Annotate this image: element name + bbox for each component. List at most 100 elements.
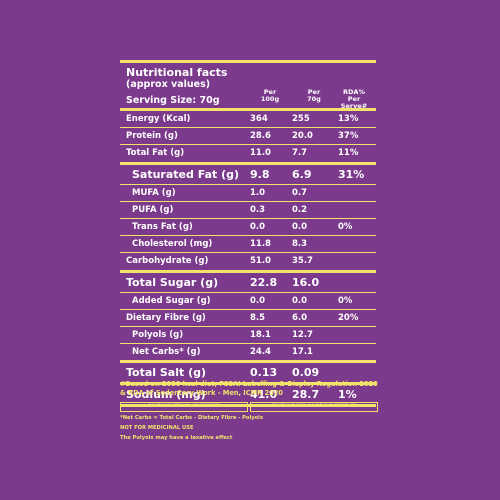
panel-title: Nutritional facts xyxy=(126,66,228,79)
nutrient-label: Total Salt (g) xyxy=(126,366,207,380)
value-rda: 20% xyxy=(338,312,359,323)
nutrient-row: Net Carbs* (g) 24.4 17.1 xyxy=(120,344,376,360)
value-per-100g: 1.0 xyxy=(250,187,266,198)
value-per-100g: 0.0 xyxy=(250,295,266,306)
nutrient-row: PUFA (g) 0.3 0.2 xyxy=(120,202,376,218)
row-divider xyxy=(120,127,376,129)
value-per-70g: 7.7 xyxy=(292,148,308,159)
value-per-70g: 0.7 xyxy=(292,187,308,198)
value-per-70g: 28.7 xyxy=(292,388,320,402)
row-divider xyxy=(120,200,376,202)
panel-subtitle: (approx values) xyxy=(126,79,211,90)
row-divider xyxy=(120,183,376,185)
nutrient-label: Energy (Kcal) xyxy=(126,114,191,125)
value-per-100g: 9.8 xyxy=(250,167,270,181)
col-per-100g: Per 100g xyxy=(250,89,290,103)
stevia-box: CONTAINS STEVIOL GLYCOSIDES xyxy=(120,402,248,412)
value-per-100g: 0.3 xyxy=(250,204,266,215)
serving-size: Serving Size: 70g xyxy=(126,95,220,106)
value-per-100g: 8.5 xyxy=(250,312,266,323)
value-per-70g: 0.2 xyxy=(292,204,308,215)
nutrient-label: MUFA (g) xyxy=(132,187,176,198)
row-divider xyxy=(120,235,376,237)
row-divider xyxy=(120,269,376,273)
col-rda-label: RDA% Per Serve# xyxy=(340,88,368,110)
row-divider xyxy=(120,308,376,310)
row-divider xyxy=(120,343,376,345)
value-rda: 0% xyxy=(338,222,353,233)
value-per-70g: 20.0 xyxy=(292,131,313,142)
value-per-70g: 35.7 xyxy=(292,256,313,267)
row-divider xyxy=(120,382,376,386)
footnote-net-carbs: *Net Carbs = Total Carbs - Dietary Fibre… xyxy=(120,415,264,421)
row-divider xyxy=(120,144,376,146)
sweetener-box: CONTAINS NON CALORIC SWEETENER xyxy=(250,402,378,412)
col-per-70g-label: Per 70g xyxy=(307,88,321,103)
row-divider xyxy=(120,291,376,293)
value-rda: 31% xyxy=(338,167,365,181)
value-per-70g: 16.0 xyxy=(292,275,320,289)
value-per-70g: 8.3 xyxy=(292,239,308,250)
row-divider xyxy=(120,218,376,219)
nutrient-row: Trans Fat (g) 0.0 0.0 0% xyxy=(120,219,376,235)
row-divider xyxy=(120,404,376,408)
nutrient-label: Protein (g) xyxy=(126,131,178,142)
nutrient-row: MUFA (g) 1.0 0.7 xyxy=(120,185,376,201)
value-per-100g: 18.1 xyxy=(250,330,271,341)
row-divider xyxy=(120,326,376,327)
nutrient-row: Sodium (mg) 41.0 28.7 1% xyxy=(120,385,376,404)
nutrient-row: Total Fat (g) 11.0 7.7 11% xyxy=(120,145,376,161)
value-per-70g: 0.0 xyxy=(292,222,308,233)
nutrient-row: Total Sugar (g) 22.8 16.0 xyxy=(120,273,376,292)
nutrient-row: Total Salt (g) 0.13 0.09 xyxy=(120,363,376,382)
value-per-100g: 0.0 xyxy=(250,222,266,233)
value-rda: 37% xyxy=(338,131,359,142)
col-per-100g-label: Per 100g xyxy=(260,88,280,103)
value-per-100g: 22.8 xyxy=(250,275,278,289)
nutrient-label: Net Carbs* (g) xyxy=(132,347,201,358)
value-per-70g: 6.0 xyxy=(292,312,308,323)
nutrient-label: Total Sugar (g) xyxy=(126,275,219,289)
nutrient-row: Energy (Kcal) 364 255 13% xyxy=(120,111,376,127)
value-rda: 13% xyxy=(338,114,359,125)
nutrient-row: Dietary Fibre (g) 8.5 6.0 20% xyxy=(120,310,376,326)
value-per-100g: 364 xyxy=(250,114,268,125)
nutrient-row: Protein (g) 28.6 20.0 37% xyxy=(120,128,376,144)
value-per-100g: 0.13 xyxy=(250,366,278,380)
value-rda: 1% xyxy=(338,388,357,402)
value-per-70g: 12.7 xyxy=(292,330,313,341)
nutrient-row: Added Sugar (g) 0.0 0.0 0% xyxy=(120,293,376,309)
nutrient-row: Saturated Fat (g) 9.8 6.9 31% xyxy=(120,165,376,184)
value-per-100g: 24.4 xyxy=(250,347,271,358)
nutrient-row: Cholesterol (mg) 11.8 8.3 xyxy=(120,236,376,252)
nutrient-row: Carbohydrate (g) 51.0 35.7 xyxy=(120,253,376,269)
value-per-70g: 0.09 xyxy=(292,366,320,380)
top-rule xyxy=(120,60,376,63)
value-rda: 11% xyxy=(338,148,359,159)
nutrient-label: Dietary Fibre (g) xyxy=(126,312,206,323)
value-rda: 0% xyxy=(338,295,353,306)
nutrient-label: Total Fat (g) xyxy=(126,148,185,159)
nutrient-label: Polyols (g) xyxy=(132,330,184,341)
nutrient-label: Added Sugar (g) xyxy=(132,295,211,306)
nutrient-label: Cholesterol (mg) xyxy=(132,239,213,250)
value-per-100g: 11.8 xyxy=(250,239,271,250)
footnote-medicinal: NOT FOR MEDICINAL USE xyxy=(120,425,194,431)
nutrient-label: Trans Fat (g) xyxy=(132,222,193,233)
nutrient-label: PUFA (g) xyxy=(132,204,174,215)
value-per-100g: 11.0 xyxy=(250,148,271,159)
nutrient-label: Sodium (mg) xyxy=(126,388,206,402)
value-per-100g: 28.6 xyxy=(250,131,271,142)
col-per-70g: Per 70g xyxy=(294,89,334,103)
footnote-basis: #Based on 2000 kcal diet, FSSAI Labellin… xyxy=(120,380,378,397)
value-per-70g: 0.0 xyxy=(292,295,308,306)
header-rule xyxy=(120,108,376,111)
row-divider xyxy=(120,360,376,364)
value-per-100g: 41.0 xyxy=(250,388,278,402)
value-per-70g: 255 xyxy=(292,114,310,125)
nutrient-label: Carbohydrate (g) xyxy=(126,256,209,267)
row-divider xyxy=(120,161,376,165)
row-divider xyxy=(120,252,376,254)
value-per-100g: 51.0 xyxy=(250,256,271,267)
nutrient-row: Polyols (g) 18.1 12.7 xyxy=(120,327,376,343)
